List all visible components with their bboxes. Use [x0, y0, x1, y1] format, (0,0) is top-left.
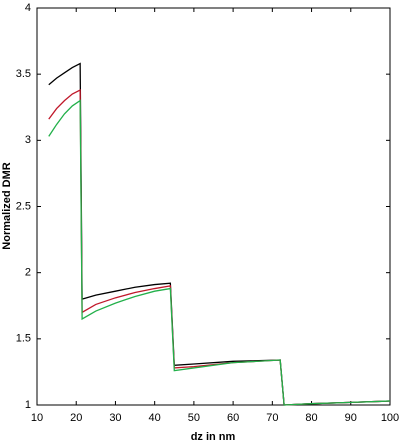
x-tick-label: 40	[149, 412, 161, 424]
y-tick-label: 1	[25, 399, 31, 411]
x-tick-label: 20	[70, 412, 82, 424]
y-tick-label: 3.5	[16, 68, 31, 80]
x-tick-label: 100	[381, 412, 399, 424]
x-tick-label: 50	[188, 412, 200, 424]
data-line	[48, 99, 391, 406]
y-tick-label: 2	[25, 267, 31, 279]
data-line	[48, 88, 391, 406]
y-tick-label: 1.5	[16, 333, 31, 345]
x-tick-label: 30	[109, 412, 121, 424]
x-axis-label: dz in nm	[191, 431, 236, 443]
y-tick-label: 2.5	[16, 200, 31, 212]
x-tick-label: 70	[266, 412, 278, 424]
x-tick-label: 10	[31, 412, 43, 424]
y-tick-label: 3	[25, 134, 31, 146]
data-line	[48, 62, 391, 406]
x-tick-label: 80	[305, 412, 317, 424]
x-tick-label: 90	[345, 412, 357, 424]
y-axis-label: Normalized DMR	[1, 162, 13, 249]
plot-frame	[36, 7, 391, 406]
x-tick-label: 60	[227, 412, 239, 424]
y-tick-label: 4	[25, 2, 31, 14]
